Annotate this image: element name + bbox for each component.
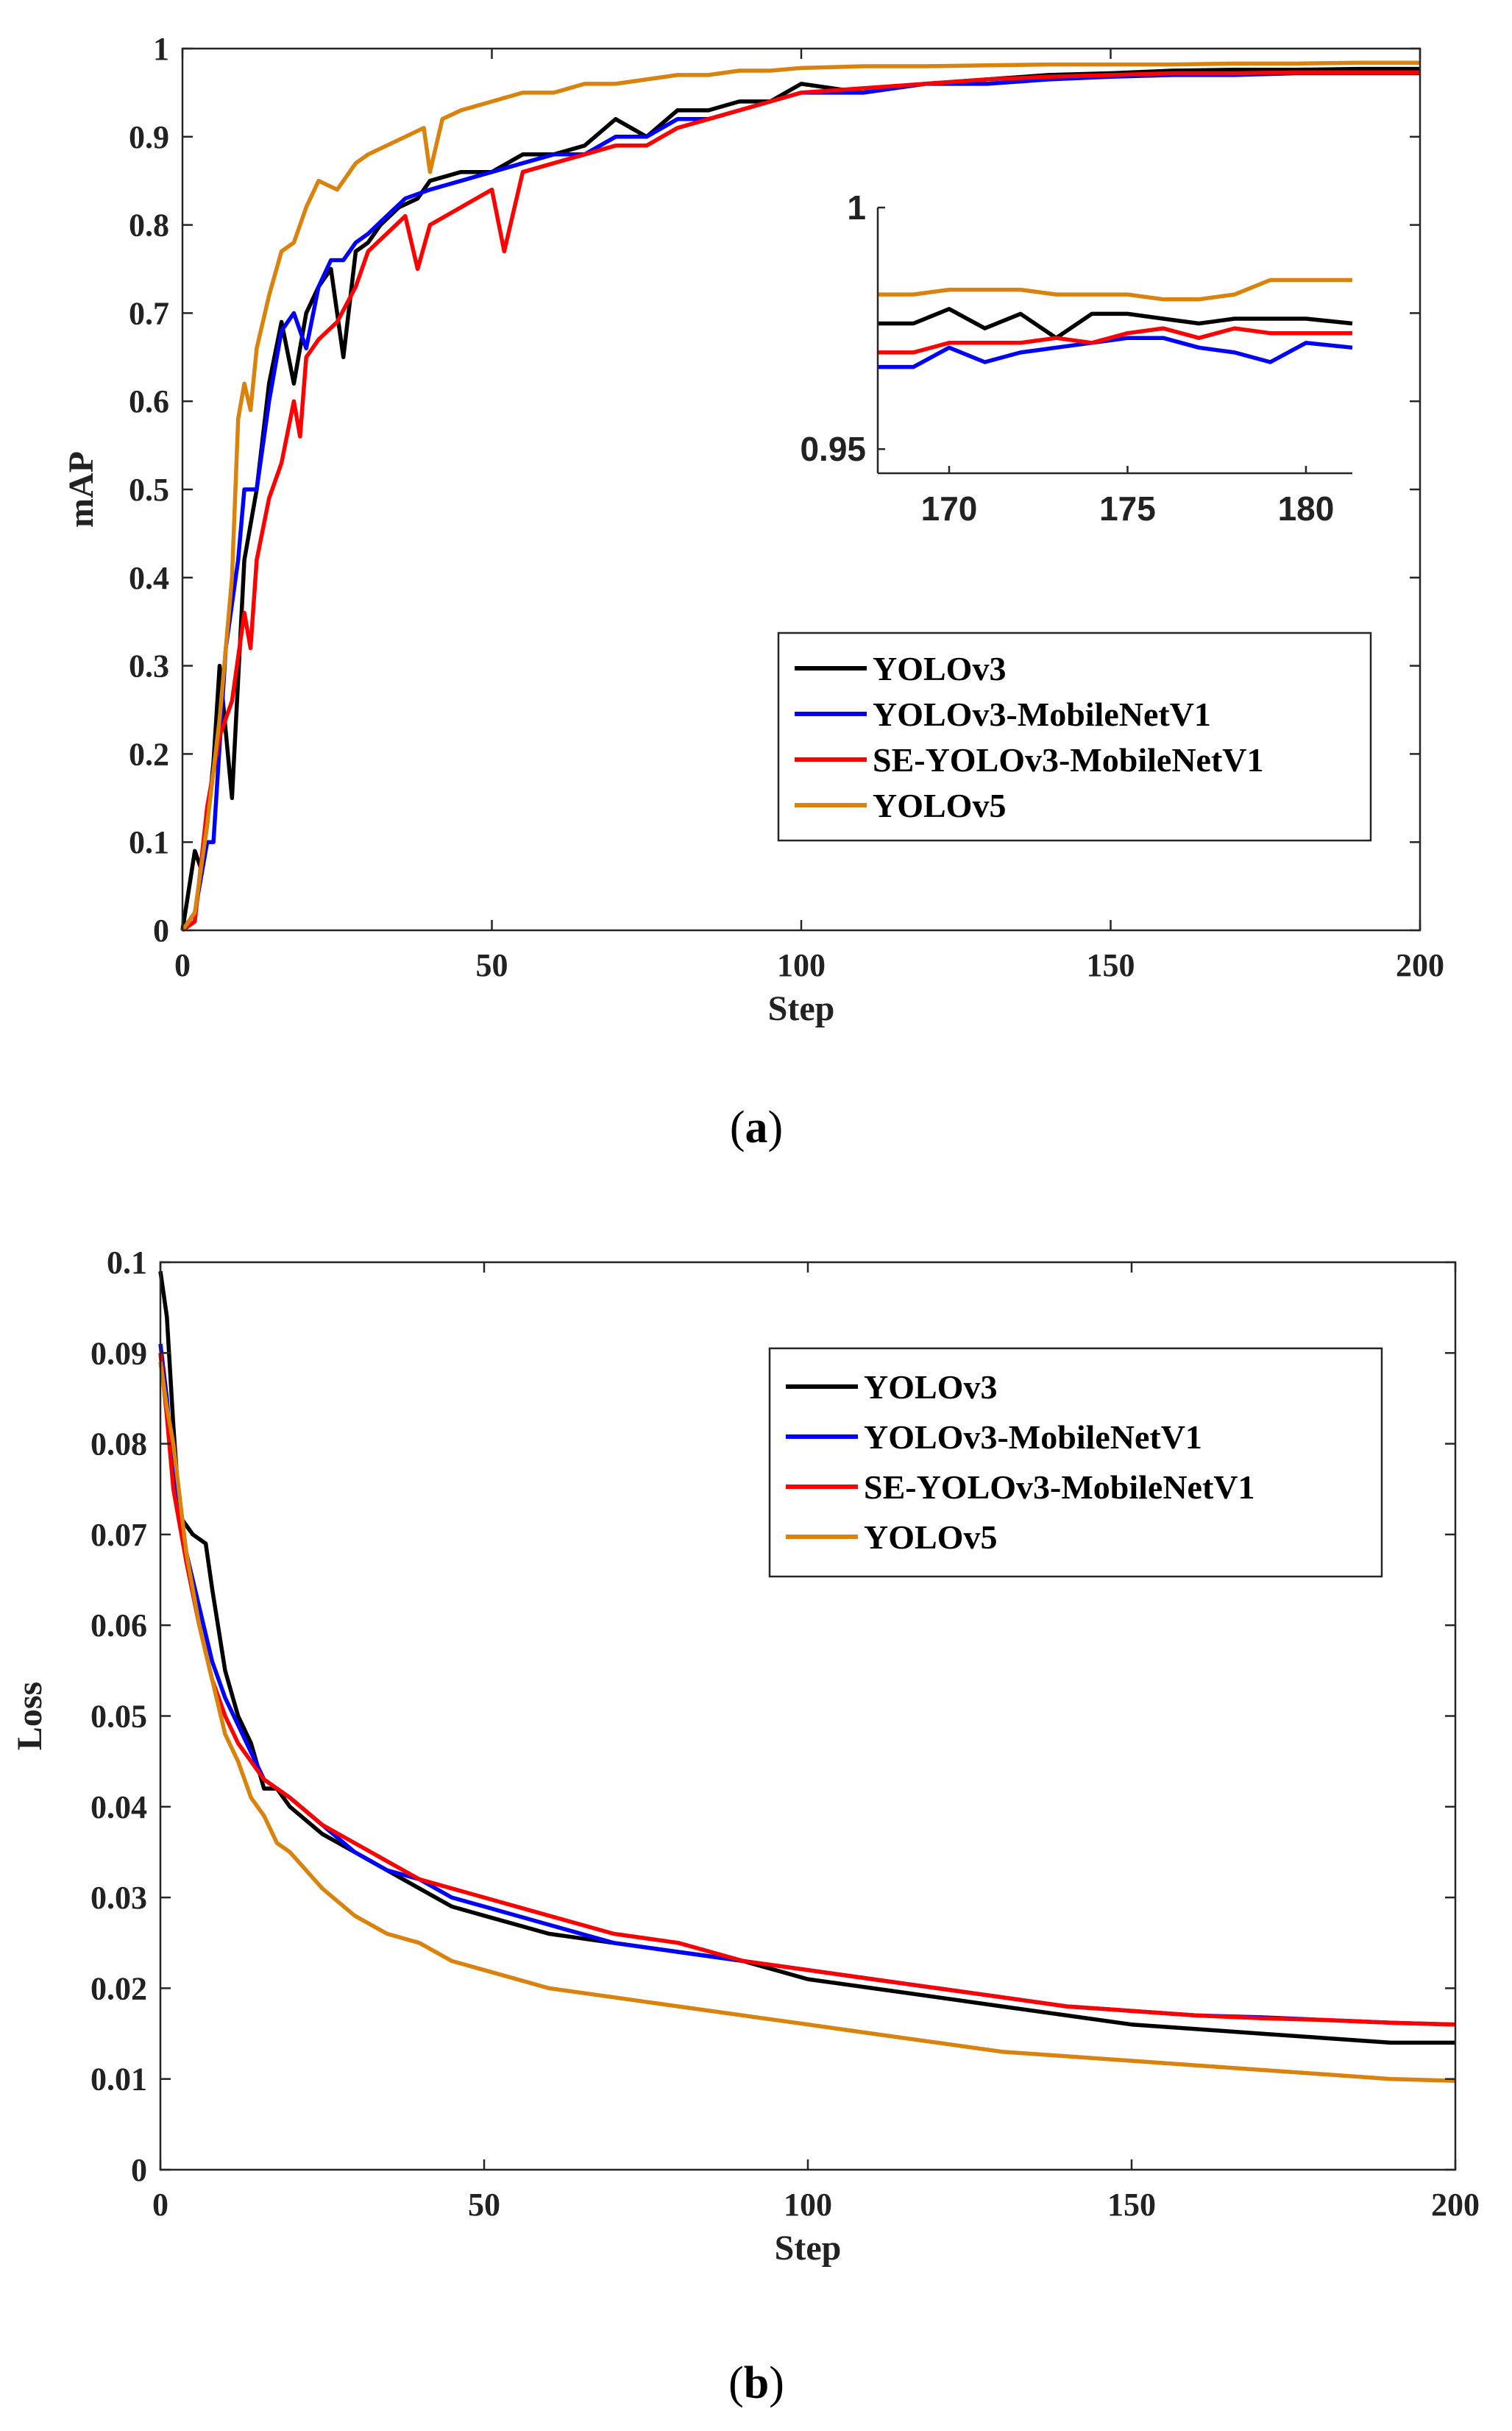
x-axis-label: Step (775, 2229, 842, 2268)
y-tick-label: 0.4 (129, 560, 169, 596)
series-line-yolov3-mobilenetv1 (180, 71, 1420, 932)
y-tick-label: 0.5 (129, 472, 169, 508)
y-tick-label: 0.7 (129, 295, 169, 331)
series-line-yolov5 (158, 1362, 1456, 2083)
y-tick-label: 0.2 (129, 736, 169, 772)
caption-a-letter: a (745, 1103, 768, 1153)
caption-b-close: ) (769, 2358, 784, 2408)
inset-x-tick-label: 180 (1278, 489, 1335, 528)
caption-b-letter: b (744, 2358, 769, 2408)
y-tick-label: 0.8 (129, 208, 169, 244)
caption-b-open: ( (728, 2358, 744, 2408)
legend-label: YOLOv3-MobileNetV1 (864, 1418, 1202, 1456)
inset-series-line-se-yolov3-mobilenetv1 (878, 326, 1352, 355)
y-tick-label: 0.3 (129, 648, 169, 684)
caption-a-close: ) (768, 1103, 784, 1153)
y-tick-label: 0.06 (90, 1607, 147, 1643)
panel-a-mAP-chart: 0 50 100 150 200 0 0.1 0.2 0.3 0.4 0.5 0.6 0.7 0.8 0.9… (62, 31, 1444, 1028)
legend-label: YOLOv3 (873, 650, 1006, 687)
y-tick-label: 1 (153, 31, 169, 67)
legend-label: SE-YOLOv3-MobileNetV1 (864, 1468, 1255, 1506)
y-tick-label: 0.01 (90, 2062, 147, 2098)
y-tick-label: 0.02 (90, 1970, 147, 2006)
y-tick-label: 0.04 (90, 1789, 147, 1825)
y-tick-label: 0.09 (90, 1335, 147, 1371)
y-tick-label: 0.05 (90, 1699, 147, 1735)
y-tick-label: 0.1 (129, 824, 169, 860)
legend-label: YOLOv5 (873, 787, 1006, 824)
y-tick-label: 0.1 (107, 1245, 147, 1281)
x-tick-label: 100 (777, 947, 826, 983)
series-line-yolov5 (180, 60, 1420, 932)
caption-a-open: ( (730, 1103, 745, 1153)
x-tick-label: 150 (1107, 2187, 1156, 2223)
legend-label: YOLOv3 (864, 1368, 997, 1406)
inset-y-tick-label: 1 (847, 188, 866, 227)
x-tick-label: 100 (784, 2187, 832, 2223)
y-tick-label: 0 (153, 913, 169, 949)
inset-x-tick-label: 170 (921, 489, 978, 528)
panel-b-loss-chart: 0 50 100 150 200 0 0.01 0.02 0.03 0.04 0.05 0.06 0.0… (10, 1245, 1480, 2268)
legend-label: YOLOv3-MobileNetV1 (873, 696, 1211, 733)
caption-b: (b) (728, 2358, 784, 2408)
y-tick-label: 0.07 (90, 1517, 147, 1553)
inset-zoom-chart: 170 175 180 0.95 1 (800, 188, 1353, 528)
legend-label: YOLOv5 (864, 1518, 997, 1556)
x-axis-label: Step (768, 989, 835, 1028)
series-line-yolov3 (158, 1270, 1455, 2045)
legend-box (777, 631, 1372, 842)
y-tick-label: 0.6 (129, 383, 169, 420)
series-line-se-yolov3-mobilenetv1 (181, 70, 1420, 933)
caption-a: (a) (730, 1103, 783, 1153)
inset-y-tick-label: 0.95 (800, 430, 866, 468)
x-tick-label: 200 (1431, 2187, 1480, 2223)
inset-series-line-yolov3 (878, 307, 1353, 340)
inset-x-tick-label: 175 (1099, 489, 1156, 528)
inset-series-line-yolov5 (878, 277, 1352, 302)
legend-label: SE-YOLOv3-MobileNetV1 (873, 741, 1264, 779)
y-tick-label: 0.03 (90, 1880, 147, 1916)
x-tick-label: 0 (174, 947, 191, 983)
legend-box (768, 1347, 1383, 1578)
x-tick-label: 200 (1396, 947, 1444, 983)
y-tick-label: 0.08 (90, 1426, 147, 1462)
y-axis-label: Loss (10, 1682, 49, 1750)
y-axis-label: mAP (62, 451, 101, 528)
y-tick-label: 0.9 (129, 119, 169, 155)
x-tick-label: 0 (152, 2187, 168, 2223)
x-tick-label: 150 (1087, 947, 1135, 983)
x-tick-label: 50 (476, 947, 508, 983)
x-tick-label: 50 (468, 2187, 500, 2223)
inset-series-line-yolov3-mobilenetv1 (878, 336, 1353, 369)
y-tick-label: 0 (131, 2152, 147, 2188)
